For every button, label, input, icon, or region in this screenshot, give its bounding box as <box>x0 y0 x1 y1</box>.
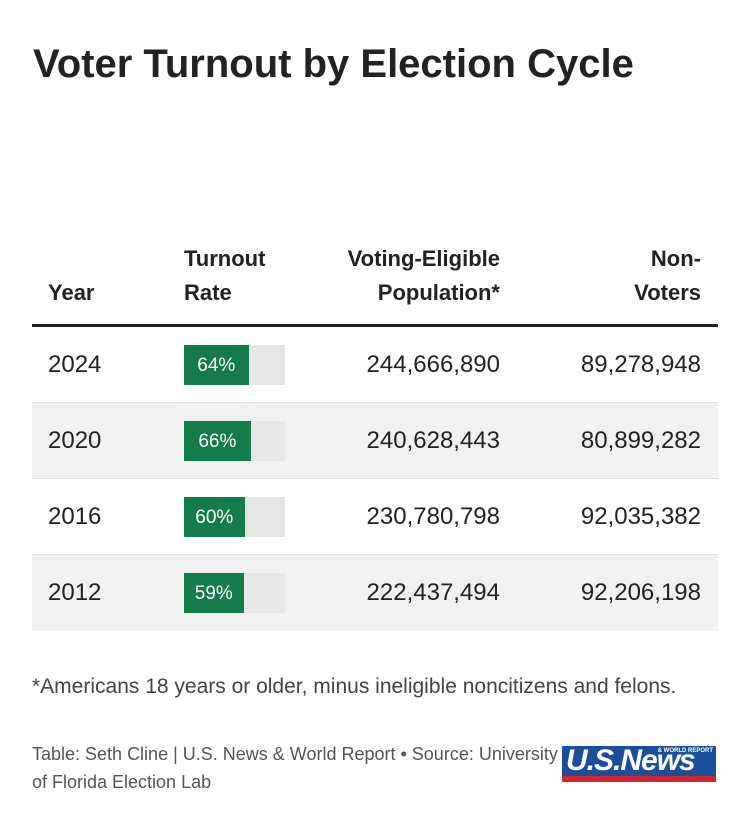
year-cell: 2024 <box>48 351 102 378</box>
turnout-label: 60% <box>195 507 234 528</box>
non-voters-cell: 92,035,382 <box>580 503 701 530</box>
year-cell: 2016 <box>48 503 102 530</box>
non-voters-cell: 89,278,948 <box>580 351 701 378</box>
bar-track: 59% <box>184 573 285 613</box>
non-voters-cell: 92,206,198 <box>580 579 701 606</box>
footnote: *Americans 18 years or older, minus inel… <box>32 675 677 698</box>
table-row <box>32 327 718 403</box>
eligible-cell: 222,437,494 <box>366 579 500 606</box>
eligible-cell: 230,780,798 <box>366 503 500 530</box>
column-header: Non-Voters <box>634 246 701 305</box>
bar-track: 66% <box>184 421 285 461</box>
title: Voter Turnout by Election Cycle <box>33 42 634 86</box>
turnout-label: 64% <box>197 355 236 376</box>
column-header: Voting-Eligible Population* <box>347 246 500 305</box>
year-cell: 2012 <box>48 579 102 606</box>
turnout-bar <box>184 345 249 385</box>
turnout-bar <box>184 573 244 613</box>
credit: Table: Seth Cline | U.S. News & World Re… <box>32 744 558 792</box>
turnout-bar <box>184 421 251 461</box>
year-cell: 2020 <box>48 427 102 454</box>
column-header: Turnout Rate <box>184 246 266 305</box>
bar-track: 64% <box>184 345 285 385</box>
column-header: Year <box>48 280 95 305</box>
turnout-label: 59% <box>194 583 233 604</box>
turnout-bar <box>184 497 245 537</box>
bar-track: 60% <box>184 497 285 537</box>
logo-sub: & WORLD REPORT <box>657 748 713 754</box>
logo: U.S.News & WORLD REPORT <box>562 746 716 782</box>
non-voters-cell: 80,899,282 <box>580 427 701 454</box>
table-row <box>32 555 718 631</box>
turnout-label: 66% <box>198 431 237 452</box>
logo-stripe <box>562 776 716 782</box>
eligible-cell: 244,666,890 <box>366 351 500 378</box>
eligible-cell: 240,628,443 <box>366 427 500 454</box>
logo-main: U.S.News <box>566 746 696 777</box>
table-row <box>32 403 718 479</box>
header-rule <box>32 324 718 327</box>
table-row <box>32 479 718 555</box>
